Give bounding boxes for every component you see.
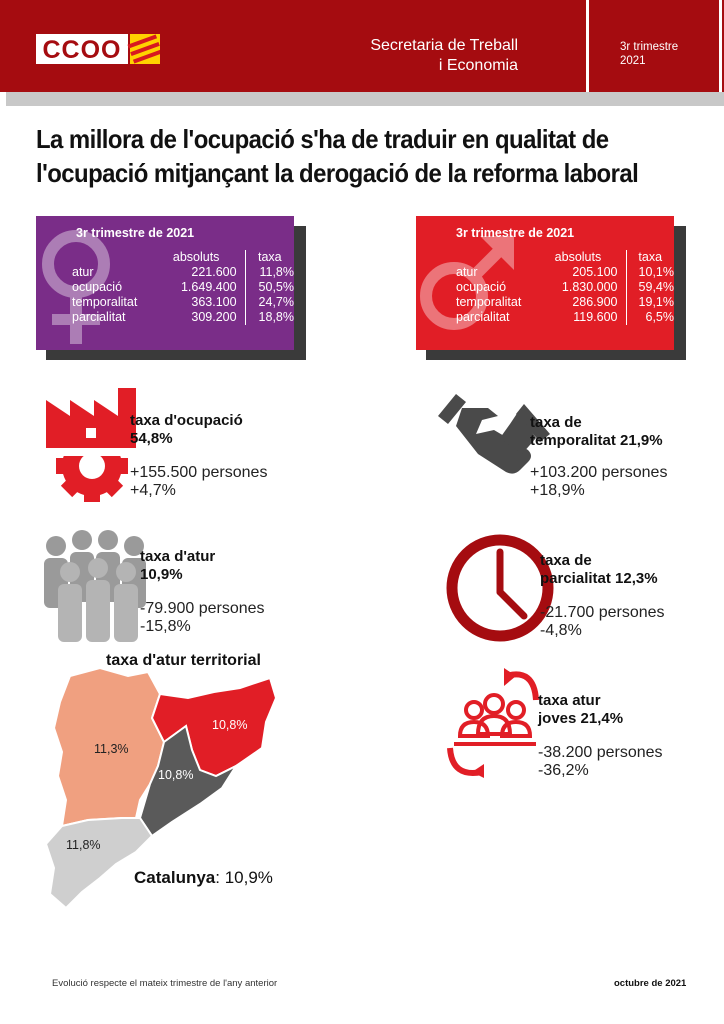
svg-text:CCOO: CCOO <box>43 36 122 64</box>
unemployment-title: taxa d'atur 10,9% <box>140 548 216 583</box>
men-col-abs: absoluts <box>554 250 602 264</box>
people-group-icon <box>44 530 146 642</box>
header-period-line1: 3r trimestre <box>620 41 679 53</box>
header-shadow <box>6 92 724 106</box>
table-row: temporalitat 363.100 24,7% <box>72 295 294 310</box>
region-tarragona <box>44 817 154 910</box>
table-row: ocupació 1.649.400 50,5% <box>72 280 294 295</box>
map-label-tarragona: 11,8% <box>66 838 101 852</box>
footer-note: Evolució respecte el mateix trimestre de… <box>52 978 278 989</box>
temporality-change: +103.200 persones +18,9% <box>530 464 668 499</box>
header-period: 3r trimestre 2021 <box>620 40 678 68</box>
table-row: temporalitat 286.900 19,1% <box>456 295 674 310</box>
header-divider <box>586 0 589 92</box>
page-headline: La millora de l'ocupació s'ha de traduir… <box>36 122 639 190</box>
men-stats-table: absoluts taxa atur 205.100 10,1% ocupaci… <box>456 250 674 325</box>
table-row: ocupació 1.830.000 59,4% <box>456 280 674 295</box>
map-title: taxa d'atur territorial <box>106 652 261 669</box>
table-row: parcialitat 309.200 18,8% <box>72 310 294 325</box>
unemployment-change: -79.900 persones -15,8% <box>140 600 265 635</box>
male-symbol-icon <box>420 236 514 330</box>
women-col-rate: taxa <box>244 250 294 265</box>
youth-title: taxa atur joves 21,4% <box>538 692 624 727</box>
headline-line2: l'ocupació mitjançant la derogació de la… <box>36 158 639 188</box>
men-stats-box: 3r trimestre de 2021 absoluts taxa atur … <box>416 216 674 350</box>
parttime-title: taxa de parcialitat 12,3% <box>540 552 658 587</box>
header-period-line2: 2021 <box>620 55 646 67</box>
map-label-lleida: 11,3% <box>94 742 129 756</box>
catalonia-map <box>44 668 278 910</box>
youth-cycle-icon <box>447 668 539 778</box>
clock-icon <box>446 534 554 642</box>
map-label-girona: 10,8% <box>212 718 248 732</box>
catalonia-total: Catalunya: 10,9% <box>134 868 273 887</box>
header-title-line2: i Economia <box>438 57 518 74</box>
ccoo-logo: CCOO <box>36 34 160 64</box>
employment-title: taxa d'ocupació 54,8% <box>130 412 243 447</box>
women-stats-table: absoluts taxa atur 221.600 11,8% ocupaci… <box>72 250 294 325</box>
factory-gear-icon <box>36 388 148 502</box>
region-lleida <box>52 668 166 828</box>
women-box-title: 3r trimestre de 2021 <box>76 226 195 240</box>
table-row: parcialitat 119.600 6,5% <box>456 310 674 325</box>
men-col-rate: taxa <box>625 250 674 265</box>
men-box-title: 3r trimestre de 2021 <box>456 226 575 240</box>
header-title-line1: Secretaria de Treball <box>370 37 518 54</box>
map-label-barcelona: 10,8% <box>158 768 194 782</box>
footer-date: octubre de 2021 <box>614 978 687 989</box>
region-barcelona <box>138 724 239 838</box>
headline-line1: La millora de l'ocupació s'ha de traduir… <box>36 124 609 154</box>
temporality-title: taxa de temporalitat 21,9% <box>530 414 663 449</box>
parttime-change: -21.700 persones -4,8% <box>540 604 665 639</box>
table-row: atur 205.100 10,1% <box>456 265 674 280</box>
handshake-icon <box>438 394 550 474</box>
women-col-abs: absoluts <box>172 250 220 264</box>
header-divider-right <box>719 0 722 92</box>
table-row: atur 221.600 11,8% <box>72 265 294 280</box>
employment-change: +155.500 persones +4,7% <box>130 464 268 499</box>
women-stats-box: 3r trimestre de 2021 absoluts taxa atur … <box>36 216 294 350</box>
header-title: Secretaria de Treball i Economia <box>330 36 518 76</box>
female-symbol-icon <box>42 230 110 344</box>
youth-change: -38.200 persones -36,2% <box>538 744 663 779</box>
